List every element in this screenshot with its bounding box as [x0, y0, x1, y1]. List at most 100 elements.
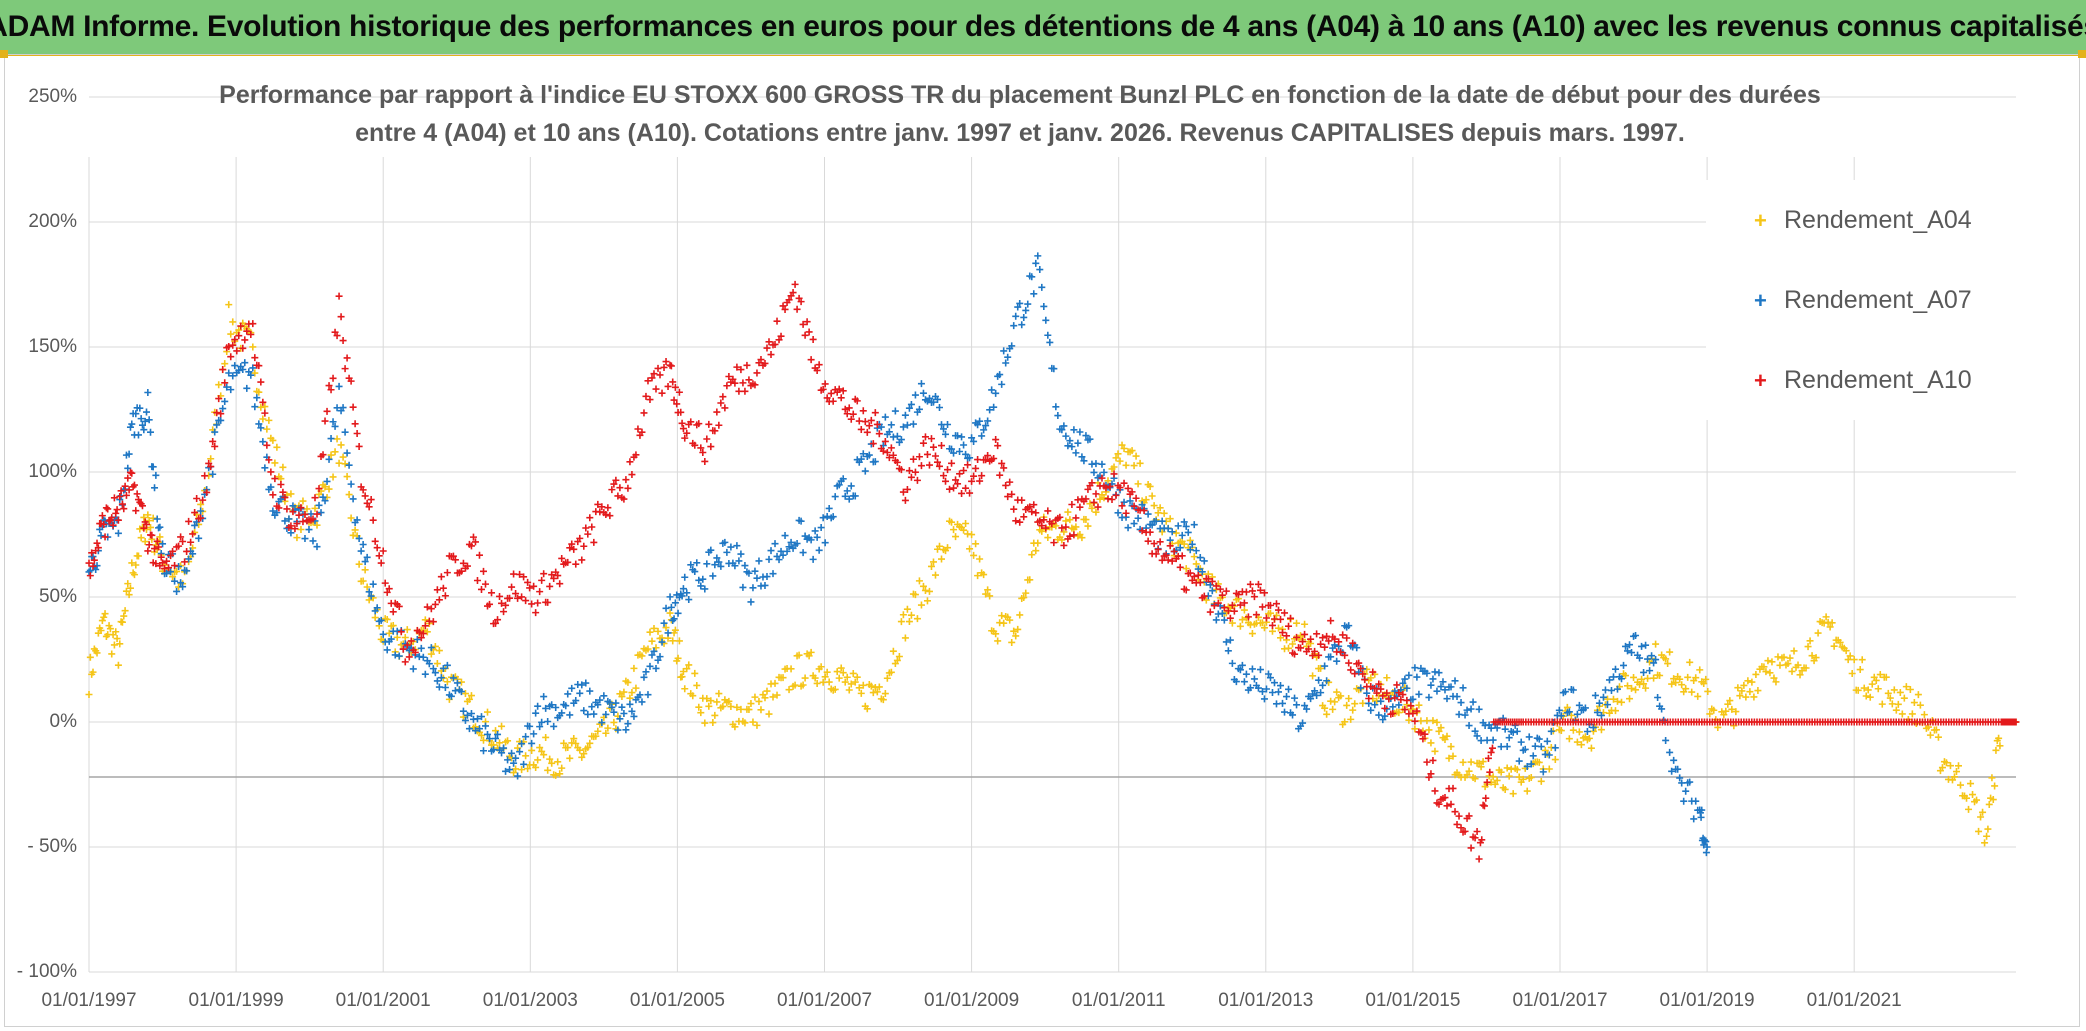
point-rendement-a07: [225, 369, 233, 377]
point-rendement-a10: [1287, 614, 1295, 622]
point-rendement-a10: [1070, 531, 1078, 539]
point-rendement-a07: [1124, 524, 1132, 532]
point-rendement-a07: [1064, 442, 1072, 450]
point-rendement-a04: [1060, 528, 1068, 536]
point-rendement-a07: [1401, 675, 1409, 683]
point-rendement-a10: [359, 486, 367, 494]
point-rendement-a04: [544, 766, 552, 774]
point-rendement-a04: [791, 681, 799, 689]
point-rendement-a07: [568, 684, 576, 692]
point-rendement-a07: [1682, 787, 1690, 795]
point-rendement-a07: [114, 529, 122, 537]
point-rendement-a10: [707, 443, 715, 451]
point-rendement-a04: [1575, 728, 1583, 736]
point-rendement-a04: [897, 618, 905, 626]
point-rendement-a07: [992, 389, 1000, 397]
point-rendement-a04: [970, 551, 978, 559]
point-rendement-a07: [347, 480, 355, 488]
point-rendement-a10: [1138, 527, 1146, 535]
point-rendement-a07: [1499, 714, 1507, 722]
point-rendement-a07: [534, 702, 542, 710]
point-rendement-a10: [580, 542, 588, 550]
point-rendement-a04: [1266, 609, 1274, 617]
point-rendement-a10: [181, 558, 189, 566]
point-rendement-a10: [88, 549, 96, 557]
point-rendement-a07: [144, 389, 152, 397]
point-rendement-a07: [966, 454, 974, 462]
point-rendement-a10: [532, 609, 540, 617]
point-rendement-a04: [173, 567, 181, 575]
point-rendement-a10: [1196, 579, 1204, 587]
point-rendement-a07: [355, 534, 363, 542]
point-rendement-a07: [506, 766, 514, 774]
point-rendement-a07: [1581, 704, 1589, 712]
point-rendement-a04: [604, 724, 612, 732]
point-rendement-a04: [1728, 705, 1736, 713]
point-rendement-a10: [938, 442, 946, 450]
point-rendement-a10: [415, 628, 423, 636]
point-rendement-a07: [727, 543, 735, 551]
point-rendement-a10: [187, 538, 195, 546]
point-rendement-a04: [580, 750, 588, 758]
point-rendement-a10: [341, 365, 349, 373]
point-rendement-a07: [518, 740, 526, 748]
point-rendement-a04: [630, 664, 638, 672]
point-rendement-a10: [197, 514, 205, 522]
point-rendement-a04: [1957, 781, 1964, 789]
point-rendement-a07: [1317, 689, 1325, 697]
point-rendement-a04: [1285, 644, 1293, 652]
point-rendement-a10: [911, 468, 919, 476]
point-rendement-a04: [433, 660, 441, 668]
point-rendement-a04: [1866, 693, 1874, 701]
point-rendement-a10: [369, 516, 377, 524]
point-rendement-a10: [797, 298, 805, 306]
point-rendement-a07: [1184, 528, 1192, 536]
point-rendement-a07: [1120, 498, 1128, 506]
point-rendement-a04: [293, 534, 301, 542]
point-rendement-a04: [524, 765, 532, 773]
point-rendement-a10: [116, 493, 124, 501]
point-rendement-a07: [1443, 695, 1451, 703]
point-rendement-a07: [1437, 683, 1445, 691]
point-rendement-a07: [642, 668, 650, 676]
point-rendement-a04: [1938, 764, 1946, 772]
point-rendement-a10: [379, 547, 387, 555]
point-rendement-a07: [903, 421, 911, 429]
point-rendement-a10: [729, 375, 737, 383]
point-rendement-a10: [1293, 633, 1301, 641]
point-rendement-a04: [1704, 687, 1712, 695]
point-rendement-a04: [1766, 669, 1774, 677]
point-rendement-a10: [933, 458, 941, 466]
point-rendement-a10: [1486, 768, 1494, 776]
point-rendement-a04: [1567, 711, 1575, 719]
point-rendement-a10: [90, 556, 98, 564]
point-rendement-a07: [1188, 540, 1196, 548]
point-rendement-a10: [1140, 507, 1148, 515]
point-rendement-a07: [697, 582, 705, 590]
point-rendement-a04: [1459, 758, 1467, 766]
point-rendement-a04: [546, 755, 554, 763]
point-rendement-a04: [1523, 787, 1531, 795]
point-rendement-a04: [528, 746, 536, 754]
point-rendement-a04: [1545, 765, 1553, 773]
point-rendement-a10: [309, 515, 317, 523]
point-rendement-a10: [1319, 634, 1327, 642]
point-rendement-a10: [1004, 493, 1012, 501]
point-rendement-a10: [1379, 692, 1387, 700]
point-rendement-a07: [1415, 690, 1423, 698]
point-rendement-a07: [1537, 743, 1545, 751]
point-rendement-a04: [1289, 640, 1297, 648]
point-rendement-a04: [1154, 509, 1162, 517]
point-rendement-a07: [990, 403, 998, 411]
point-rendement-a07: [1425, 693, 1433, 701]
point-rendement-a07: [369, 580, 377, 588]
point-rendement-a04: [1884, 689, 1892, 697]
point-rendement-a10: [183, 547, 191, 555]
point-rendement-a10: [329, 374, 337, 382]
point-rendement-a07: [1652, 656, 1660, 664]
point-rendement-a04: [913, 615, 921, 623]
point-rendement-a04: [1491, 780, 1499, 788]
point-rendement-a07: [1092, 460, 1100, 468]
legend-item-a04: + Rendement_A04: [1754, 206, 1972, 235]
point-rendement-a10: [823, 394, 831, 402]
